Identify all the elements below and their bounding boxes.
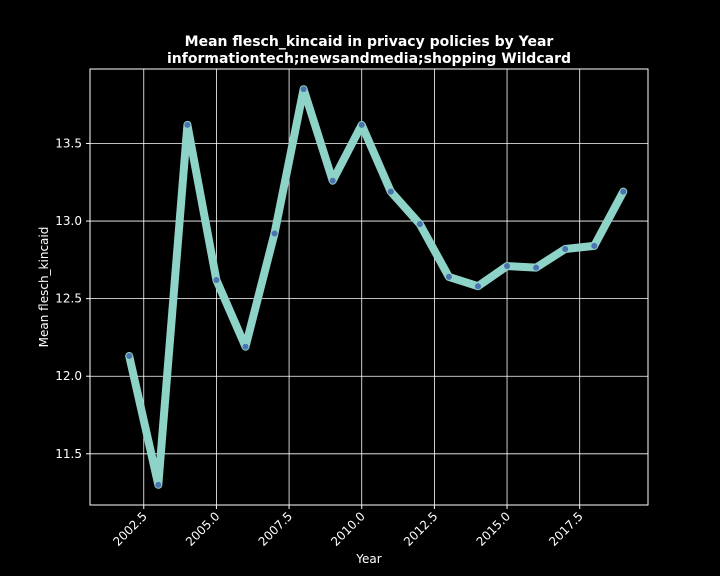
data-point <box>271 230 278 237</box>
data-point <box>184 121 191 128</box>
data-point <box>358 121 365 128</box>
y-tick-label: 13.5 <box>55 136 82 150</box>
y-axis-ticks: 11.5 12.0 12.5 13.0 13.5 <box>55 136 90 461</box>
data-point <box>300 86 307 93</box>
data-point <box>329 177 336 184</box>
data-point <box>562 245 569 252</box>
chart-title: Mean flesch_kincaid in privacy policies … <box>185 34 554 50</box>
y-tick-label: 12.5 <box>55 292 82 306</box>
data-point <box>474 283 481 290</box>
data-point <box>445 273 452 280</box>
y-tick-label: 11.5 <box>55 447 82 461</box>
data-point <box>242 343 249 350</box>
data-point <box>620 188 627 195</box>
data-point <box>126 353 133 360</box>
data-point <box>387 188 394 195</box>
x-axis-label: Year <box>355 552 381 566</box>
data-point <box>416 221 423 228</box>
data-point <box>213 277 220 284</box>
series-layer <box>125 85 628 489</box>
plot-frame <box>89 68 649 506</box>
data-point <box>155 481 162 488</box>
data-point <box>591 242 598 249</box>
series-line <box>125 85 628 489</box>
y-axis-label: Mean flesch_kincaid <box>37 227 51 348</box>
y-tick-label: 13.0 <box>55 214 82 228</box>
y-tick-label: 12.0 <box>55 369 82 383</box>
data-point <box>533 264 540 271</box>
chart-subtitle: informationtech;newsandmedia;shopping Wi… <box>167 51 571 67</box>
data-point <box>504 263 511 270</box>
